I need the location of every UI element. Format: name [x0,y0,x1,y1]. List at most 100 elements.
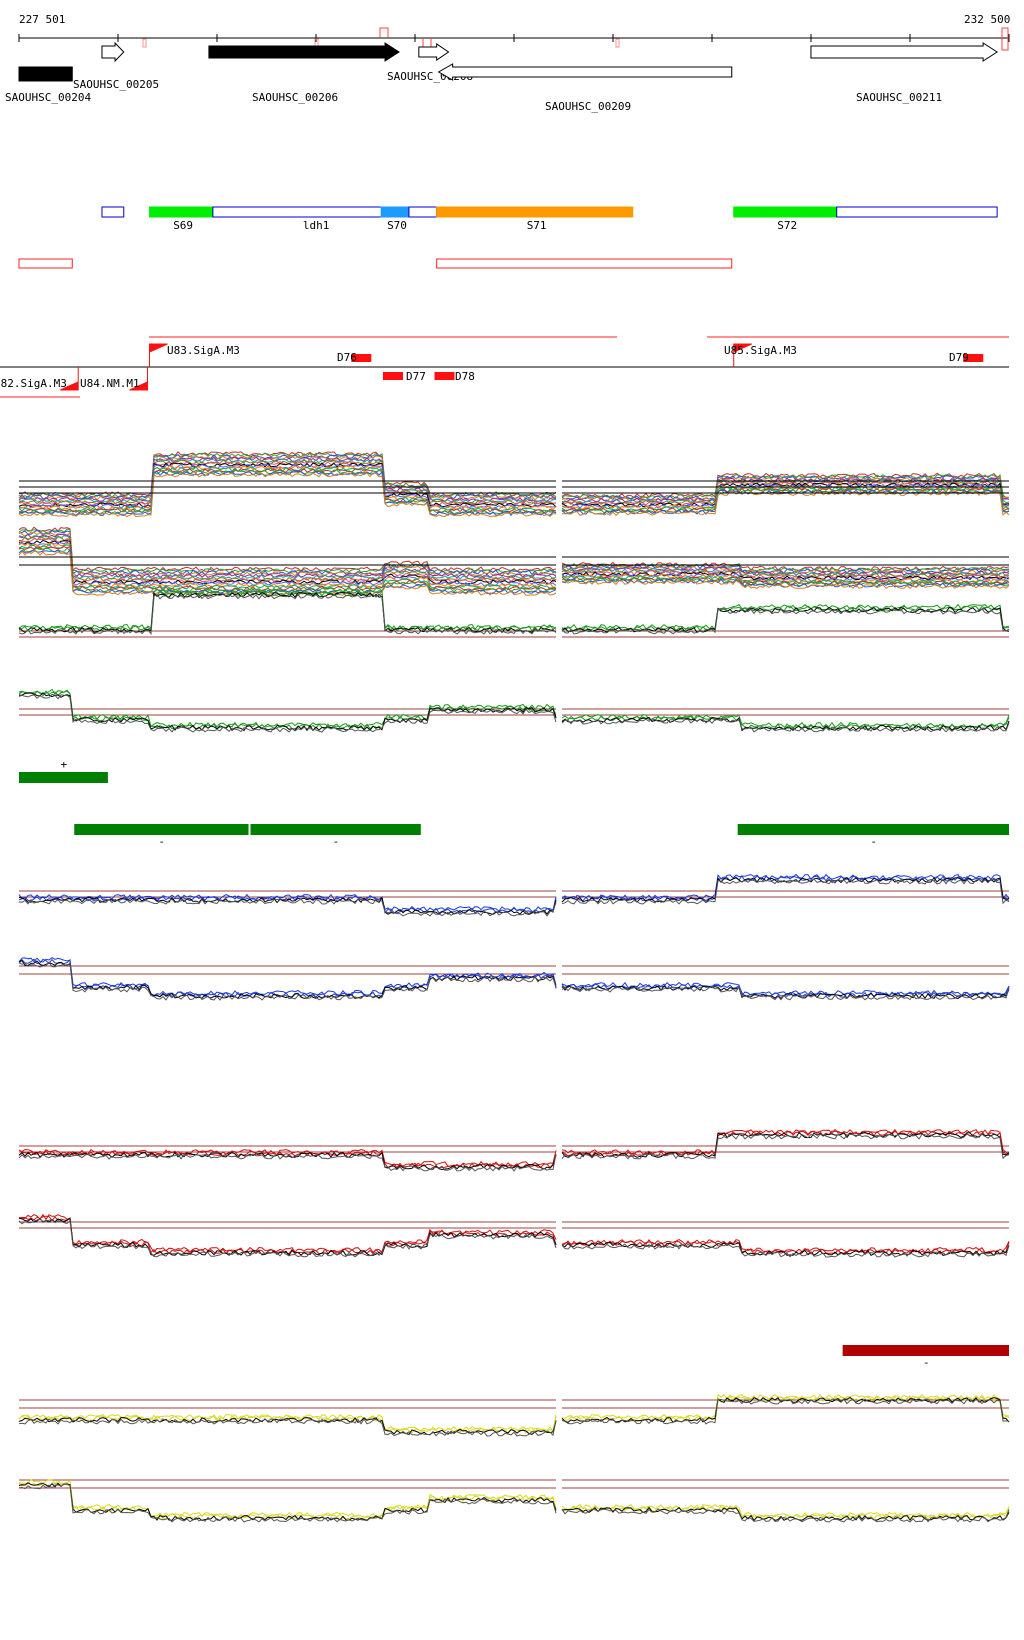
red-box [436,258,733,269]
segment-block [101,206,125,218]
expression-trace [18,958,557,998]
expression-trace [561,1128,1010,1156]
expression-trace [561,981,1010,997]
terminator-label: D77 [406,370,426,383]
differential-region-bar [737,824,1009,835]
expression-trace [18,692,557,732]
red-box-track [18,258,733,269]
ruler-end-label: 232 500 [964,13,1010,26]
differential-region-sign: - [923,1356,930,1369]
gene-arrow [418,43,450,61]
differential-region-bar [250,824,421,835]
gene-arrow [208,42,400,62]
expression-trace [18,452,557,498]
expression-trace [561,1133,1010,1160]
expression-trace [18,593,557,635]
gene-label: SAOUHSC_00211 [856,91,942,104]
ruler-marker [615,38,620,48]
expression-trace [561,477,1010,503]
expression-profiles [18,451,1010,1523]
expression-trace [18,463,557,510]
expression-trace [18,472,557,518]
gene-arrow [810,42,999,62]
expression-trace [18,590,557,632]
expression-trace [561,561,1010,572]
expression-trace [18,1478,557,1519]
expression-trace [18,1153,557,1172]
expression-trace [561,1240,1010,1255]
segment-label: S70 [387,219,407,232]
promoter-label: U83.SigA.M3 [167,344,240,357]
differential-region-sign: - [158,835,165,848]
expression-trace [561,985,1010,1001]
differential-region-bar [842,1345,1009,1356]
expression-trace [18,456,557,503]
expression-trace [18,961,557,1001]
expression-trace [561,983,1010,998]
differential-region-bar [74,824,249,835]
gene-arrow [18,66,73,82]
expression-trace [18,467,557,514]
expression-trace [18,956,557,996]
terminator-mark [963,354,984,362]
segment-label: ldh1 [303,219,330,232]
ruler-marker [379,27,389,38]
expression-trace [561,878,1010,905]
segment-block [733,206,838,218]
segment-block [408,206,438,218]
expression-trace [18,1213,557,1254]
expression-trace [561,571,1010,581]
expression-trace [18,534,557,580]
promoter-flag [733,343,752,367]
expression-trace [561,608,1010,635]
segment-label: S69 [173,219,193,232]
expression-trace [561,1243,1010,1258]
expression-trace [18,693,557,733]
promoter-label: U85.SigA.M3 [724,344,797,357]
expression-trace [18,1418,557,1437]
promoter-label: U82.SigA.M3 [0,377,67,390]
expression-trace [561,1506,1010,1522]
expression-trace [561,1503,1010,1519]
expression-trace [18,1149,557,1168]
differential-region-bar [19,772,108,783]
expression-trace [561,718,1010,733]
expression-trace [18,528,557,574]
expression-trace [18,1415,557,1434]
segment-block [380,206,410,218]
expression-trace [561,475,1010,501]
ruler-marker [1001,27,1009,51]
expression-trace [18,462,557,508]
segment-label: S72 [777,219,797,232]
promoter-terminator-track: U83.SigA.M3 U85.SigA.M3 U82.SigA.M3 U84.NM.… [0,336,1009,398]
differential-region-sign: - [333,835,340,848]
coordinate-ruler: 227 501 232 500 [18,13,1010,51]
gene-label: SAOUHSC_00206 [252,91,338,104]
expression-trace [18,893,557,913]
expression-trace [561,482,1010,508]
segment-block [212,206,406,218]
promoter-label: U84.NM.M1 [80,377,140,390]
transcription-segments-track: S69 ldh1 S70 S71 S72 [101,206,998,232]
terminator-label: D79 [949,351,969,364]
expression-trace [18,531,557,577]
expression-trace [18,1417,557,1435]
expression-trace [18,1218,557,1258]
ruler-marker [142,38,147,48]
gene-label: SAOUHSC_00205 [73,78,159,91]
gene-arrow [437,63,733,81]
differential-region-sign: - [870,835,877,848]
terminator-label: D76 [337,351,357,364]
expression-trace [18,541,557,587]
expression-trace [18,588,557,631]
gene-arrow [101,41,125,63]
expression-trace [561,1508,1010,1523]
gene-label: SAOUHSC_00209 [545,100,631,113]
promoter-flag [149,343,168,367]
expression-trace [18,544,557,590]
expression-trace [18,536,557,582]
expression-trace [18,898,557,917]
expression-trace [561,605,1010,632]
segment-block [436,206,634,218]
